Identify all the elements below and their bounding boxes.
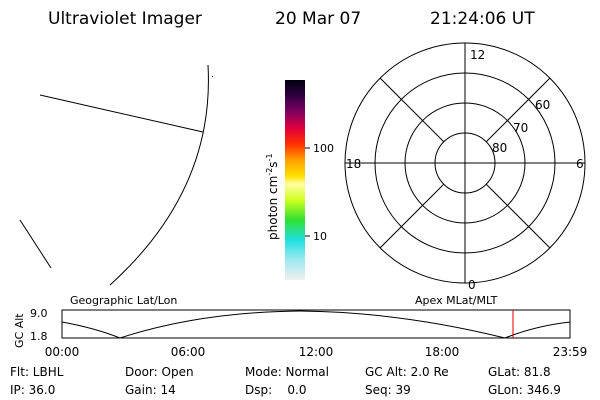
info-panel: Flt: LBHL Door: Open Mode: Normal GC Alt: 2… xyxy=(10,365,561,397)
orbit-xtick: 06:00 xyxy=(171,345,206,359)
orbit-xtick: 12:00 xyxy=(299,345,334,359)
mlt-label: 18 xyxy=(346,157,361,171)
orbit-ylabel: GC Alt xyxy=(13,313,26,348)
colorbar-label: photon cm-2s-1 xyxy=(265,153,280,240)
info-field: GC Alt: 2.0 Re xyxy=(365,365,449,379)
info-field: GLon: 346.9 xyxy=(488,383,561,397)
lat-label: 70 xyxy=(513,121,528,135)
orbit-xtick: 18:00 xyxy=(425,345,460,359)
lat-label: 60 xyxy=(535,98,550,112)
orbit-plot: Geographic Lat/Lon Apex MLat/MLT GC Alt … xyxy=(13,294,587,359)
orbit-title: Geographic Lat/Lon xyxy=(70,294,177,307)
info-field: IP: 36.0 xyxy=(10,383,55,397)
orbit-ytick: 1.8 xyxy=(30,330,48,343)
colorbar-tick: 100 xyxy=(313,142,334,155)
orbit-xtick: 00:00 xyxy=(45,345,80,359)
orbit-xtick: 23:59 xyxy=(553,345,588,359)
mlt-label: 0 xyxy=(468,278,476,292)
geo-panel xyxy=(19,64,213,286)
mlt-label: 6 xyxy=(576,157,584,171)
lat-label: 80 xyxy=(492,141,507,155)
info-field: Seq: 39 xyxy=(365,383,411,397)
date: 20 Mar 07 xyxy=(275,9,361,29)
orbit-title: Apex MLat/MLT xyxy=(415,294,498,307)
mlt-label: 12 xyxy=(470,48,485,62)
info-field: Door: Open xyxy=(125,365,194,379)
colorbar-tick: 10 xyxy=(313,230,327,243)
info-field: GLat: 81.8 xyxy=(488,365,551,379)
orbit-ytick: 9.0 xyxy=(30,307,48,320)
info-field: Mode: Normal xyxy=(245,365,329,379)
time: 21:24:06 UT xyxy=(430,9,535,29)
colorbar: 100 10 photon cm-2s-1 xyxy=(265,80,334,280)
info-field: Dsp: 0.0 xyxy=(245,383,307,397)
info-field: Flt: LBHL xyxy=(10,365,64,379)
title: Ultraviolet Imager xyxy=(48,9,202,29)
info-field: Gain: 14 xyxy=(125,383,176,397)
polar-grid: 12 18 6 0 80 70 60 xyxy=(344,42,586,292)
